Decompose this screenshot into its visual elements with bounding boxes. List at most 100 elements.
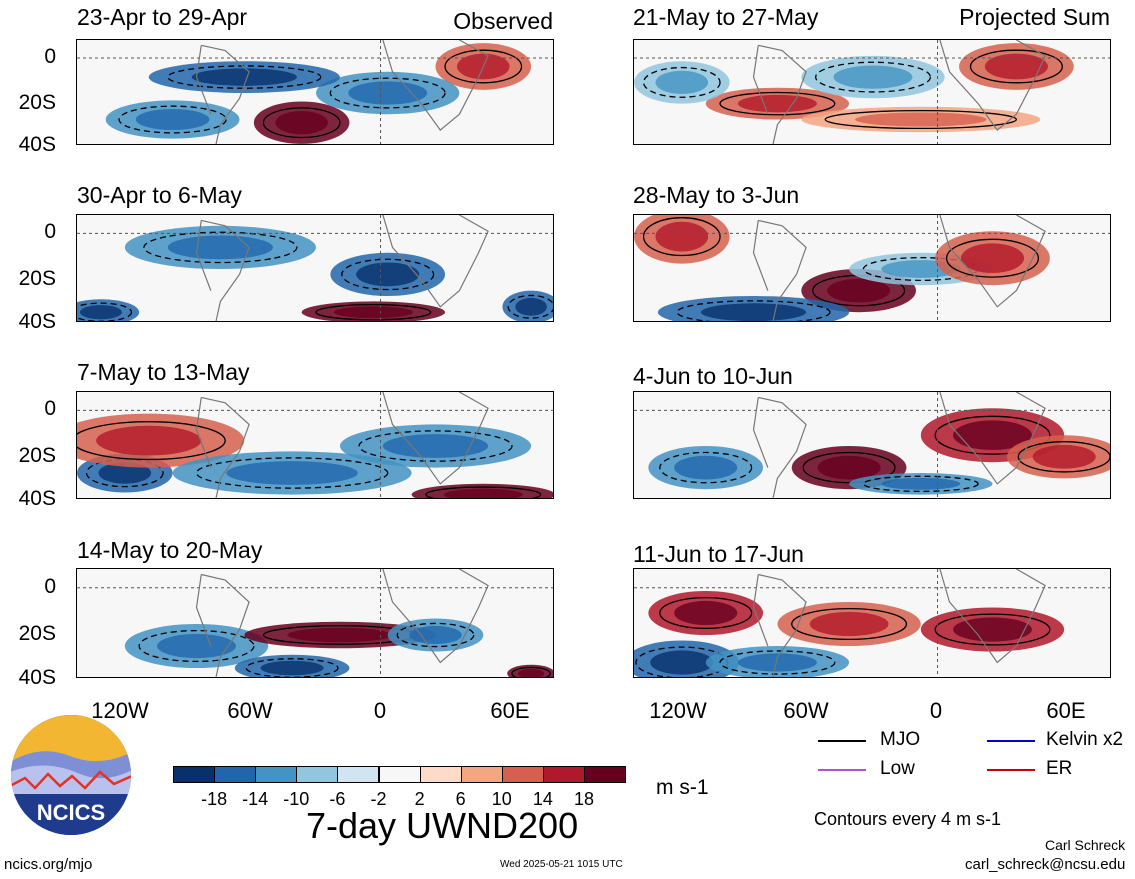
map-panel (633, 214, 1111, 322)
anomaly-core (737, 653, 817, 672)
observed-tag: Observed (453, 8, 553, 34)
legend-er-line (987, 769, 1035, 771)
y-tick-label: 20S (18, 443, 56, 467)
colorbar-swatch (214, 766, 257, 783)
map-panel (633, 568, 1111, 678)
anomaly-core (650, 650, 714, 675)
coastline-africa (939, 40, 1046, 131)
anomaly-core (515, 297, 547, 316)
anomaly-core (953, 617, 1032, 642)
coastline-south-america (752, 219, 807, 321)
mjo-contour (945, 238, 1040, 278)
mjo-contour (969, 49, 1063, 84)
panel-title: 11-Jun to 17-Jun (633, 541, 804, 567)
anomaly-core (827, 278, 891, 303)
y-tick-label: 20S (18, 266, 56, 290)
anomaly-core (833, 65, 913, 89)
mjo-contour (676, 300, 831, 321)
mjo-contour (934, 415, 1051, 455)
mjo-contour (77, 421, 226, 461)
coastline-africa (382, 392, 489, 485)
mjo-contour (791, 607, 908, 641)
anomaly-core (737, 94, 817, 113)
colorbar-swatch (296, 766, 339, 783)
colorbar-swatch (337, 766, 380, 783)
mjo-contour (329, 77, 446, 109)
anomaly-core (984, 53, 1048, 80)
anomaly-core (674, 600, 738, 626)
y-tick-label: 20S (18, 90, 56, 114)
colorbar-tick-label: 18 (573, 789, 595, 809)
anomaly-core (157, 633, 236, 659)
panel-title: 14-May to 20-May (77, 537, 263, 563)
mjo-contour (425, 486, 542, 498)
mjo-contour (507, 294, 553, 319)
coastline-south-america (195, 396, 250, 498)
anomaly-core (517, 668, 545, 677)
anomaly-core (96, 425, 202, 456)
anomaly-core (356, 262, 420, 287)
x-tick-label: 120W (91, 698, 149, 723)
panel-title: 30-Apr to 6-May (77, 182, 242, 208)
anomaly-core (855, 112, 987, 127)
mjo-contour (824, 109, 1018, 130)
coastline-south-america (195, 44, 250, 144)
colorbar-swatch (173, 766, 216, 783)
colorbar-tick-label: 10 (491, 789, 512, 809)
anomaly-core (191, 68, 297, 86)
y-tick-label: 40S (18, 666, 56, 689)
anomaly-core (655, 221, 709, 252)
colorbar-tick-label: 14 (532, 789, 553, 809)
coastline-africa (382, 569, 489, 664)
panel-title: 23-Apr to 29-Apr (77, 4, 248, 30)
anomaly-core (382, 434, 489, 458)
mjo-contour (642, 217, 721, 257)
map-panel (633, 391, 1111, 499)
mjo-contour (659, 596, 753, 630)
anomaly-core (287, 627, 393, 643)
legend-kelvin-label: Kelvin x2 (1046, 729, 1124, 750)
author-email: carl_schreck@ncsu.edu (965, 856, 1126, 873)
coastline-africa (939, 392, 1046, 485)
projected-tag: Projected Sum (959, 4, 1110, 30)
y-tick-label: 0 (44, 45, 56, 69)
coastline-south-america (752, 44, 807, 144)
mjo-contour (659, 451, 753, 484)
y-tick-label: 40S (18, 133, 56, 156)
panel-title: 4-Jun to 10-Jun (633, 363, 793, 389)
coastline-africa (939, 569, 1046, 664)
mjo-contour (77, 302, 133, 321)
anomaly-core (817, 455, 881, 480)
legend-low-line (818, 769, 866, 771)
anomaly-core (135, 109, 210, 130)
mjo-contour (118, 105, 227, 134)
colorbar-swatch (584, 766, 627, 783)
x-tick-label: 0 (373, 698, 387, 723)
mjo-contour (262, 107, 341, 139)
coastline-africa (382, 215, 489, 308)
site-link[interactable]: ncics.org/mjo (4, 856, 93, 873)
coastline-south-america (195, 219, 250, 321)
coastline-africa (939, 215, 1046, 308)
mjo-contour (802, 451, 896, 484)
colorbar-swatch (460, 766, 503, 783)
colorbar-swatch (542, 766, 585, 783)
legend-kelvin-line (987, 740, 1035, 742)
coastline-south-america (752, 573, 807, 677)
colorbar-tick-label: 6 (455, 789, 466, 809)
anomaly-core (1032, 444, 1096, 469)
map-panel (76, 568, 554, 678)
mjo-contour (315, 303, 432, 321)
contour-note: Contours every 4 m s-1 (814, 809, 1002, 829)
anomaly-core (700, 303, 807, 321)
y-tick-label: 40S (18, 487, 56, 510)
panel-title: 21-May to 27-May (633, 4, 819, 30)
mjo-contour (341, 258, 435, 291)
map-panel (76, 391, 554, 499)
x-tick-label: 60W (227, 698, 273, 723)
y-tick-label: 20S (18, 622, 56, 645)
anomaly-core (275, 111, 328, 135)
anomaly-core (226, 461, 358, 485)
mjo-contour (862, 475, 979, 493)
mjo-contour (642, 66, 721, 98)
